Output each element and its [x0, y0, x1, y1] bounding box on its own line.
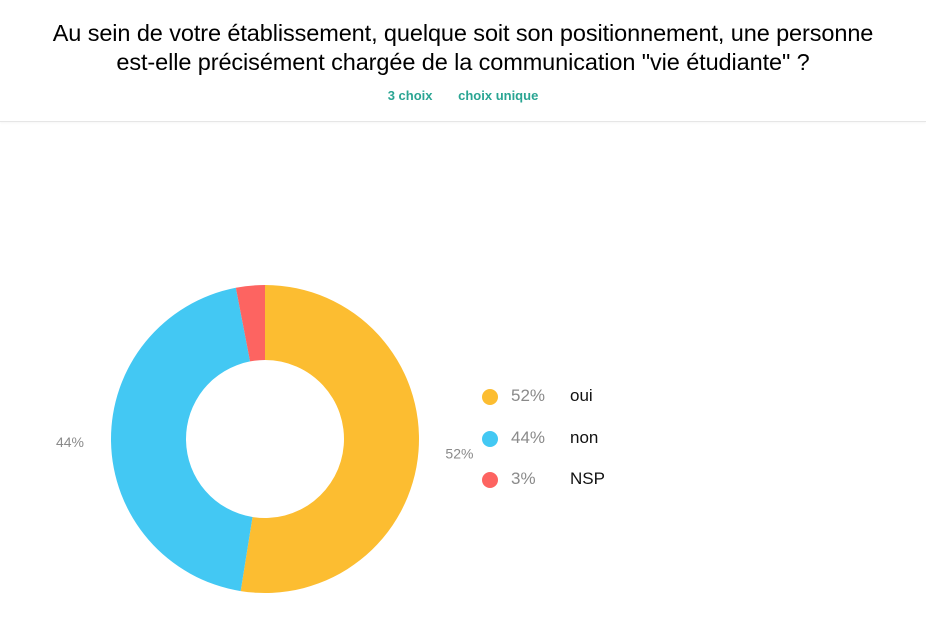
legend-label: non	[570, 427, 599, 447]
legend-percent: 52%	[511, 386, 546, 405]
legend-dot-icon	[482, 472, 498, 488]
legend-percent: 44%	[511, 427, 546, 447]
legend-label: NSP	[570, 469, 605, 488]
legend-label: oui	[570, 386, 593, 405]
question-header: Au sein de votre établissement, quelque …	[0, 0, 926, 122]
data-label-non: 44%	[56, 434, 84, 450]
legend-dot-icon	[482, 389, 498, 405]
question-title: Au sein de votre établissement, quelque …	[0, 19, 926, 77]
question-title-line-1: Au sein de votre établissement, quelque …	[52, 20, 874, 46]
slice-nsp	[235, 285, 265, 362]
legend-dot-icon	[482, 430, 498, 447]
question-title-line-2: est-elle précisément chargée de la commu…	[116, 49, 810, 75]
data-label-oui: 52%	[445, 445, 473, 461]
choice-type: choix unique	[458, 88, 539, 103]
legend-percent: 3%	[511, 469, 536, 488]
choices-count: 3 choix	[387, 88, 433, 103]
donut-chart: 52% 44%	[56, 285, 473, 593]
slice-oui	[240, 285, 420, 593]
slice-non	[110, 287, 253, 592]
question-meta: 3 choix choix unique	[0, 88, 926, 103]
